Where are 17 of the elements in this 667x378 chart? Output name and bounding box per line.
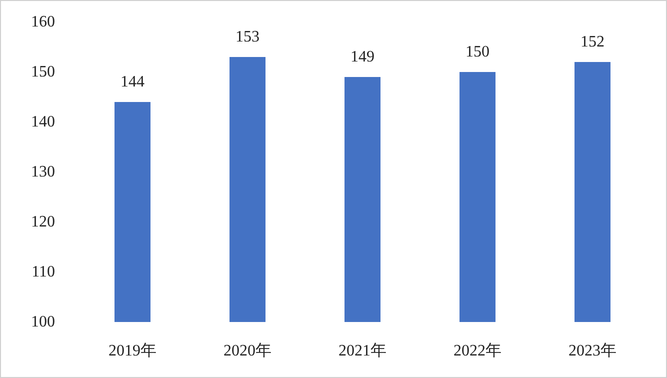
- y-tick-label: 160: [31, 14, 55, 30]
- y-tick-label: 150: [31, 64, 55, 80]
- y-tick-label: 130: [31, 164, 55, 180]
- data-label: 150: [466, 44, 490, 60]
- x-tick-label: 2019年: [108, 342, 156, 360]
- data-label: 144: [120, 74, 144, 90]
- x-tick-label: 2022年: [454, 342, 502, 360]
- x-tick-label: 2021年: [338, 342, 386, 360]
- y-tick-label: 110: [32, 264, 55, 280]
- data-label: 153: [236, 28, 260, 46]
- x-tick-label: 2023年: [568, 342, 616, 360]
- y-tick-label: 100: [31, 314, 55, 330]
- y-tick-label: 140: [31, 114, 55, 130]
- data-label: 149: [350, 48, 374, 66]
- y-tick-label: 120: [31, 214, 55, 230]
- x-tick-label: 2020年: [224, 342, 272, 360]
- data-label: 152: [580, 34, 604, 50]
